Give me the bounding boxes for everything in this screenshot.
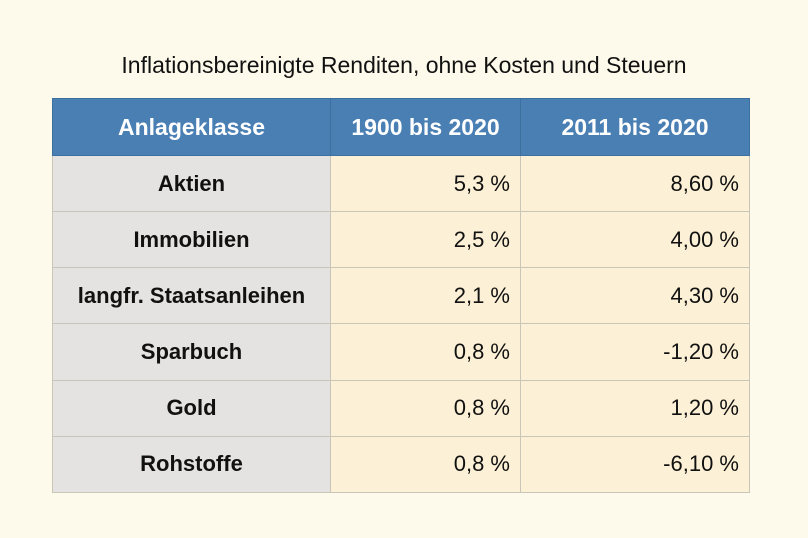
table-row: langfr. Staatsanleihen 2,1 % 4,30 % <box>52 267 750 325</box>
header-period-2011-2020: 2011 bis 2020 <box>520 98 750 156</box>
return-2011-2020-cell: -1,20 % <box>520 323 750 381</box>
table-row: Aktien 5,3 % 8,60 % <box>52 154 750 213</box>
return-1900-2020-cell: 0,8 % <box>330 435 521 494</box>
asset-class-cell: langfr. Staatsanleihen <box>52 267 331 325</box>
header-asset-class: Anlageklasse <box>52 98 331 156</box>
header-row: Anlageklasse 1900 bis 2020 2011 bis 2020 <box>52 98 750 156</box>
return-1900-2020-cell: 2,1 % <box>330 267 521 325</box>
asset-class-cell: Aktien <box>52 154 331 213</box>
asset-class-cell: Sparbuch <box>52 323 331 381</box>
asset-class-cell: Rohstoffe <box>52 435 331 494</box>
returns-table: Anlageklasse 1900 bis 2020 2011 bis 2020… <box>52 98 750 494</box>
return-2011-2020-cell: 4,00 % <box>520 211 750 269</box>
table-row: Rohstoffe 0,8 % -6,10 % <box>52 435 750 494</box>
return-1900-2020-cell: 2,5 % <box>330 211 521 269</box>
asset-class-cell: Immobilien <box>52 211 331 269</box>
return-2011-2020-cell: 8,60 % <box>520 154 750 213</box>
table-caption: Inflationsbereinigte Renditen, ohne Kost… <box>121 52 687 78</box>
table-row: Sparbuch 0,8 % -1,20 % <box>52 323 750 381</box>
header-period-1900-2020: 1900 bis 2020 <box>330 98 521 156</box>
return-2011-2020-cell: 4,30 % <box>520 267 750 325</box>
asset-class-cell: Gold <box>52 379 331 437</box>
table-row: Gold 0,8 % 1,20 % <box>52 379 750 437</box>
return-1900-2020-cell: 5,3 % <box>330 154 521 213</box>
table-row: Immobilien 2,5 % 4,00 % <box>52 211 750 269</box>
return-2011-2020-cell: 1,20 % <box>520 379 750 437</box>
return-1900-2020-cell: 0,8 % <box>330 379 521 437</box>
return-2011-2020-cell: -6,10 % <box>520 435 750 494</box>
return-1900-2020-cell: 0,8 % <box>330 323 521 381</box>
